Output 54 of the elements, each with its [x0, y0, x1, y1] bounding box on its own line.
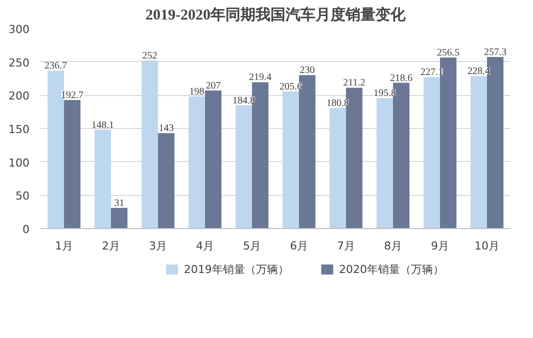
x-tick-label: 1月 — [55, 240, 73, 252]
bar — [330, 108, 346, 228]
bar — [424, 77, 440, 228]
bar — [94, 130, 111, 228]
data-label: 227.1 — [420, 67, 444, 78]
data-label: 195.8 — [374, 88, 396, 99]
y-tick-label: 200 — [8, 90, 30, 103]
bar — [48, 70, 64, 228]
y-tick-label: 100 — [8, 156, 30, 170]
data-label: 211.2 — [343, 78, 366, 89]
data-label: 207 — [206, 80, 221, 92]
y-tick-label: 150 — [8, 123, 30, 136]
data-label: 180.8 — [326, 98, 350, 109]
x-tick-label: 6月 — [290, 240, 308, 252]
data-label: 219.4 — [248, 72, 272, 84]
data-label: 228.4 — [468, 66, 490, 78]
bar — [282, 91, 299, 228]
data-label: 256.5 — [436, 48, 460, 58]
bar — [205, 90, 222, 228]
y-tick-label: 0 — [22, 223, 30, 236]
data-label: 31 — [114, 198, 124, 209]
y-tick-label: 50 — [16, 190, 30, 203]
data-label: 230 — [300, 65, 315, 76]
x-tick-label: 10月 — [474, 240, 500, 252]
bar — [111, 208, 128, 228]
x-tick-label: 5月 — [243, 240, 261, 252]
chart-title: 2019-2020年同期我国汽车月度销量变化 — [146, 6, 406, 24]
x-tick-label: 3月 — [149, 240, 167, 252]
bar — [142, 60, 158, 228]
bar — [470, 76, 487, 228]
data-label: 198 — [189, 86, 204, 98]
bar — [376, 98, 393, 228]
x-tick-label: 4月 — [196, 240, 214, 252]
data-label: 192.7 — [60, 90, 84, 102]
y-tick-label: 250 — [8, 56, 30, 70]
data-label: 218.6 — [390, 72, 412, 84]
bar — [64, 100, 80, 228]
data-label: 257.3 — [484, 46, 506, 58]
data-label: 143 — [158, 123, 174, 134]
legend-label: 2019年销量（万辆） — [184, 263, 289, 276]
legend-label: 2020年销量（万辆） — [338, 263, 444, 276]
x-tick-label: 8月 — [384, 240, 402, 252]
data-label: 184.8 — [232, 95, 256, 106]
data-label: 252 — [142, 50, 158, 62]
x-tick-label: 9月 — [431, 240, 449, 252]
data-label: 205.6 — [280, 81, 302, 92]
bar — [188, 96, 205, 228]
y-tick-label: 300 — [8, 23, 30, 36]
x-tick-label: 2月 — [102, 240, 120, 252]
data-label: 236.7 — [44, 60, 68, 72]
bar — [236, 105, 252, 228]
data-label: 148.1 — [92, 120, 114, 131]
x-tick-label: 7月 — [337, 240, 355, 252]
bar — [158, 133, 174, 228]
